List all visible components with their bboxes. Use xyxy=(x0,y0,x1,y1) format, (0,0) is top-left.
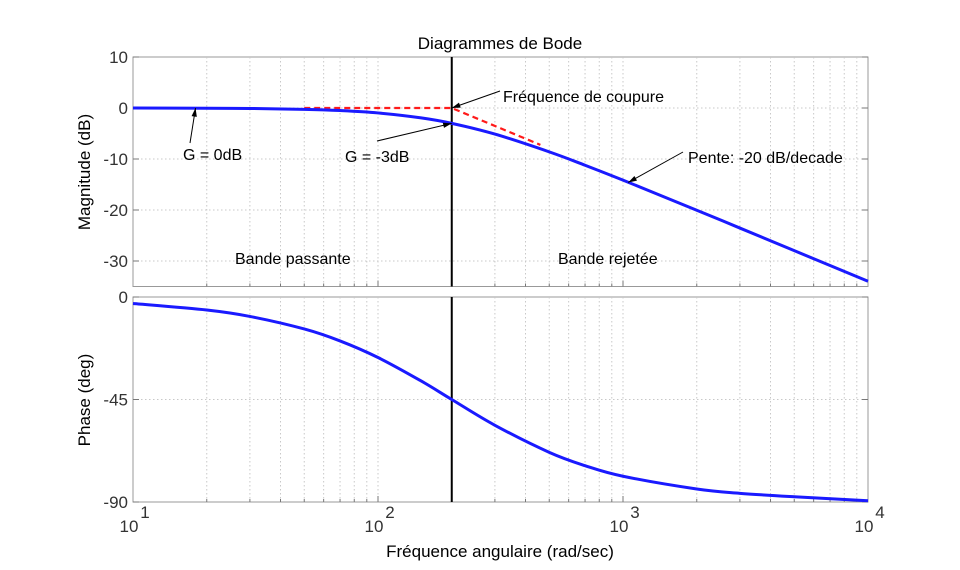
arrow-head-icon xyxy=(442,122,452,128)
y-tick-label: -90 xyxy=(103,493,128,512)
y-tick-label: -20 xyxy=(103,201,128,220)
arrow-head-icon xyxy=(191,108,197,117)
x-tick-label: 10 xyxy=(365,517,384,536)
chart-title: Diagrammes de Bode xyxy=(418,34,582,53)
annotation-g0: G = 0dB xyxy=(183,147,242,164)
y-tick-label: 0 xyxy=(119,99,128,118)
annotation-cutoff: Fréquence de coupure xyxy=(503,89,664,106)
magnitude-y-label: Magnitude (dB) xyxy=(75,114,94,230)
x-axis-label: Fréquence angulaire (rad/sec) xyxy=(386,542,614,561)
asymptote-line xyxy=(304,106,541,146)
annotation-passband: Bande passante xyxy=(235,251,351,268)
x-tick-exponent: 1 xyxy=(140,503,149,522)
x-tick-label: 10 xyxy=(855,517,874,536)
x-tick-label: 10 xyxy=(120,517,139,536)
arrow-head-icon xyxy=(451,102,461,108)
y-tick-label: -30 xyxy=(103,252,128,271)
annotation-arrow xyxy=(376,122,452,142)
x-tick-exponent: 4 xyxy=(875,503,884,522)
annotation-slope: Pente: -20 dB/decade xyxy=(688,150,843,167)
y-tick-label: -10 xyxy=(103,150,128,169)
plot-area xyxy=(132,56,869,287)
y-tick-label: 10 xyxy=(109,48,128,67)
annotation-stopband: Bande rejetée xyxy=(558,251,658,268)
annotation-arrow xyxy=(627,151,684,183)
x-tick-exponent: 2 xyxy=(385,503,394,522)
phase-y-label: Phase (deg) xyxy=(75,354,94,447)
x-tick-label: 10 xyxy=(610,517,629,536)
y-tick-label: -45 xyxy=(103,391,128,410)
annotation-g3: G = -3dB xyxy=(345,149,409,166)
phase-curve xyxy=(132,302,869,503)
arrow-head-icon xyxy=(628,175,637,183)
y-tick-label: 0 xyxy=(119,288,128,307)
magnitude-curve xyxy=(132,106,869,283)
x-tick-exponent: 3 xyxy=(630,503,639,522)
